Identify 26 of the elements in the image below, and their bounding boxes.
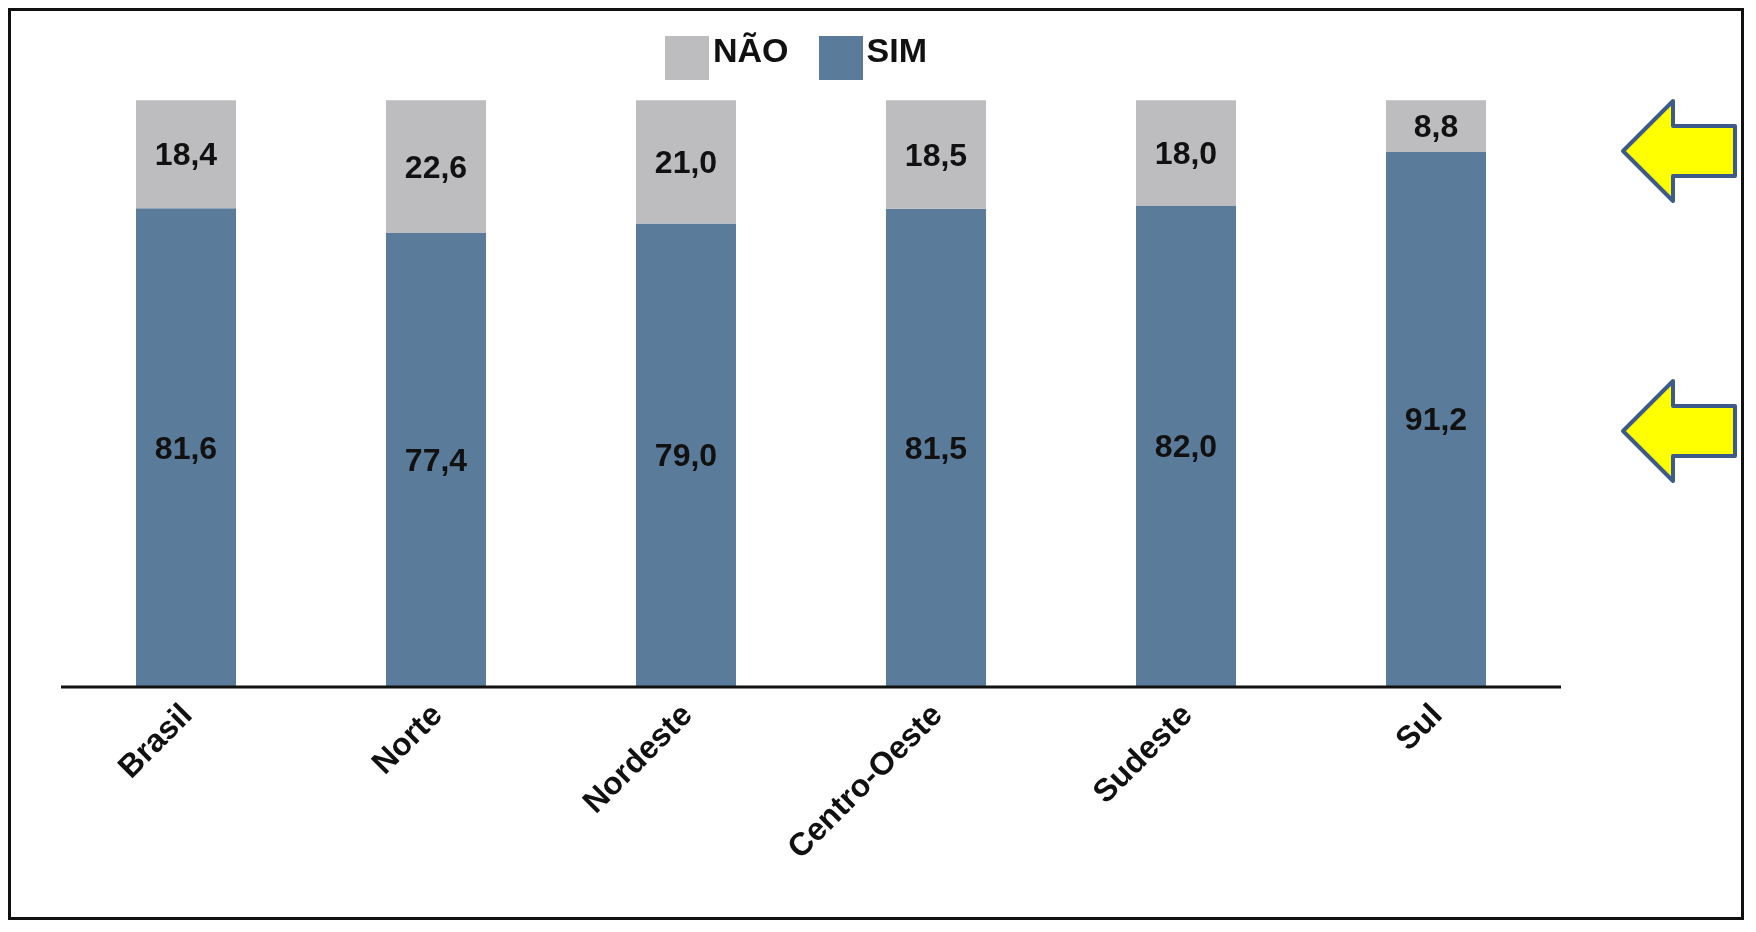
bar [636, 100, 736, 224]
bar [636, 223, 736, 687]
data-label: 91,2 [1404, 401, 1468, 438]
legend-label: SIM [866, 31, 927, 69]
bar [1136, 205, 1236, 687]
bar [386, 100, 486, 233]
bar [136, 100, 236, 209]
data-label: 81,6 [154, 429, 218, 466]
bar [886, 208, 986, 687]
data-label: 18,5 [904, 136, 968, 173]
data-label: 79,0 [654, 437, 718, 474]
data-label: 77,4 [404, 441, 468, 478]
bar [386, 232, 486, 687]
data-label: 82,0 [1154, 428, 1218, 465]
data-label: 8,8 [1413, 108, 1459, 145]
x-tick-label: Sul [1388, 696, 1449, 757]
legend-label: NÃO [712, 31, 789, 69]
bar [1386, 151, 1486, 687]
data-label: 18,0 [1154, 135, 1218, 172]
bar [1136, 100, 1236, 206]
data-label: 21,0 [654, 143, 718, 180]
data-label: 18,4 [154, 136, 218, 173]
bar [886, 100, 986, 209]
data-label: 81,5 [904, 429, 968, 466]
bar [136, 208, 236, 687]
data-label: 22,6 [404, 148, 468, 185]
